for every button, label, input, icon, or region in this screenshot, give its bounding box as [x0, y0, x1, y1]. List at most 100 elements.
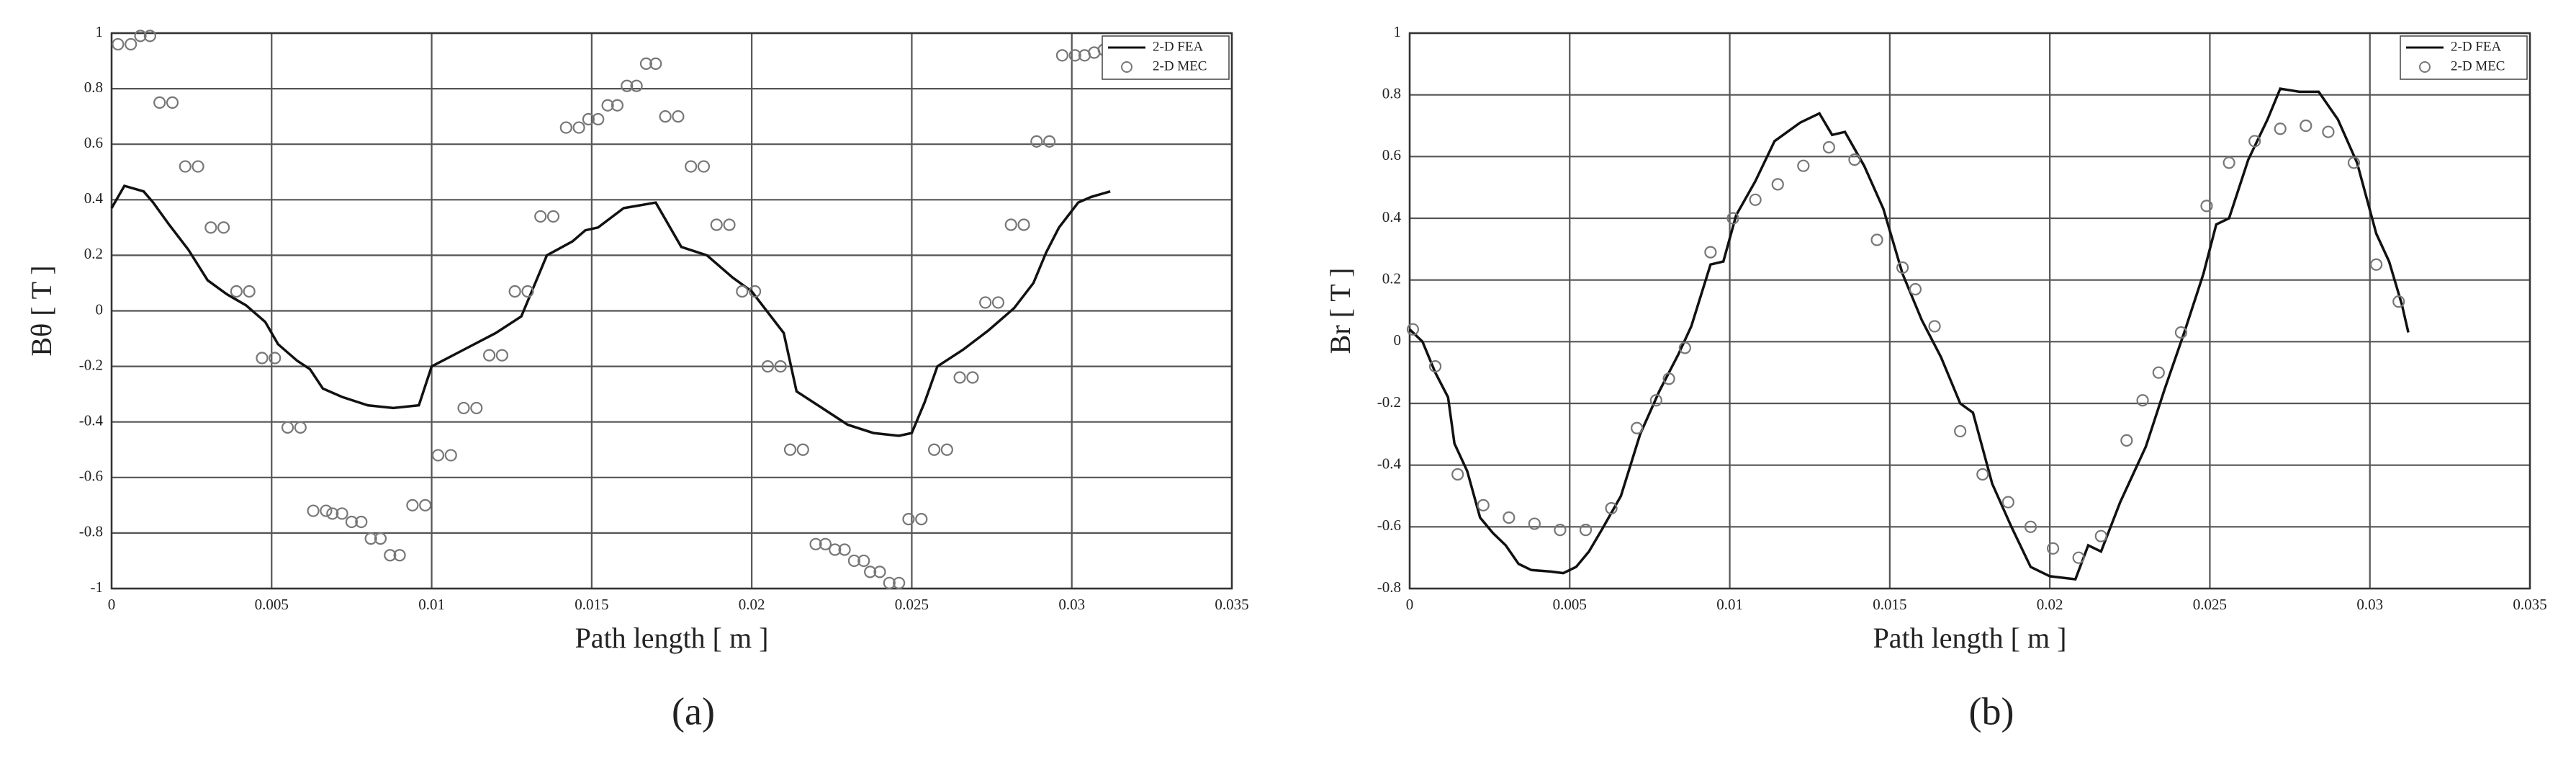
marker	[1797, 159, 1810, 172]
marker	[1896, 261, 1909, 274]
marker	[1451, 468, 1464, 481]
marker	[431, 449, 445, 462]
marker	[281, 421, 294, 434]
marker	[2370, 258, 2383, 271]
marker	[345, 515, 359, 529]
y-tick-label: 0.6	[84, 134, 103, 151]
legend-box	[1102, 35, 1230, 80]
marker	[672, 110, 685, 123]
panel-label: (b)	[1969, 689, 2014, 733]
marker	[1976, 468, 1989, 481]
marker	[2136, 394, 2149, 407]
marker	[335, 507, 348, 520]
marker	[783, 443, 797, 456]
marker	[940, 443, 953, 456]
x-tick-label: 0	[108, 596, 116, 613]
marker	[482, 349, 496, 362]
marker	[2347, 156, 2361, 169]
marker	[979, 296, 992, 309]
x-axis-label: Path length [ m ]	[575, 622, 769, 654]
marker	[659, 110, 672, 123]
marker	[2392, 295, 2405, 308]
marker	[1017, 218, 1030, 231]
marker	[1726, 212, 1739, 225]
marker	[819, 537, 832, 550]
marker	[649, 57, 662, 71]
marker	[2024, 520, 2037, 533]
marker	[1749, 193, 1762, 206]
marker	[143, 30, 156, 43]
marker	[2094, 529, 2107, 542]
y-tick-label: -0.6	[79, 468, 103, 485]
y-tick-label: 0.8	[84, 79, 103, 96]
marker	[774, 360, 787, 373]
y-tick-label: 0.6	[1382, 146, 1401, 164]
marker	[457, 401, 470, 415]
marker	[1822, 140, 1835, 154]
marker	[809, 537, 822, 550]
series-line	[110, 184, 1111, 437]
marker	[572, 121, 585, 134]
marker	[179, 160, 192, 173]
marker	[991, 296, 1005, 309]
marker	[269, 352, 282, 365]
marker	[1579, 524, 1593, 537]
marker	[838, 543, 851, 556]
marker	[1042, 135, 1056, 148]
marker	[630, 79, 643, 92]
marker	[534, 210, 547, 223]
marker	[2274, 122, 2287, 135]
marker	[384, 549, 397, 562]
marker	[125, 37, 138, 51]
legend-label: 2-D MEC	[2451, 58, 2505, 73]
marker	[697, 160, 711, 173]
marker	[1055, 49, 1068, 62]
marker	[847, 554, 861, 568]
marker	[2200, 200, 2213, 213]
marker	[546, 210, 560, 223]
panel-label: (a)	[672, 689, 715, 733]
legend-swatch	[2419, 61, 2431, 73]
y-tick-label: -0.8	[1377, 578, 1401, 596]
marker	[217, 221, 230, 234]
marker	[1631, 421, 1644, 434]
chart-panel: 0 0.005 0.01 0.015 0.02 0.025 0.03 0.035 -0.8 -0.…	[1324, 23, 2546, 733]
x-tick-label: 0.005	[255, 596, 289, 613]
marker	[1068, 49, 1081, 62]
marker	[326, 507, 339, 520]
marker	[364, 532, 377, 545]
marker	[873, 565, 886, 578]
marker	[134, 30, 147, 43]
x-tick-label: 0.025	[895, 596, 929, 613]
y-tick-label: -0.2	[1377, 393, 1401, 411]
marker	[1848, 153, 1861, 166]
legend-swatch	[1121, 61, 1132, 73]
marker	[2248, 135, 2261, 148]
legend: 2-D FEA 2-D MEC	[2400, 35, 2528, 80]
x-tick-label: 0.005	[1553, 596, 1587, 613]
marker	[470, 401, 483, 415]
marker	[419, 499, 432, 511]
y-tick-label: 0.4	[84, 189, 104, 207]
marker	[2223, 156, 2235, 169]
marker	[966, 371, 979, 384]
plot-frame	[1408, 32, 2531, 590]
marker	[1428, 360, 1442, 373]
marker	[592, 112, 605, 126]
marker	[2174, 326, 2188, 339]
marker	[243, 285, 256, 298]
x-tick-label: 0.01	[418, 596, 445, 613]
x-tick-label: 0.025	[2193, 596, 2227, 613]
marker	[521, 285, 534, 298]
marker	[736, 285, 749, 298]
marker	[1771, 178, 1784, 191]
marker	[1406, 323, 1420, 336]
marker	[406, 499, 419, 511]
x-tick-label: 0.02	[739, 596, 765, 613]
marker	[2120, 434, 2133, 447]
marker	[204, 221, 217, 234]
plot-frame	[110, 32, 1233, 590]
x-tick-label: 0.03	[2356, 596, 2383, 613]
y-tick-label: -0.4	[79, 412, 104, 429]
marker	[1477, 499, 1490, 511]
